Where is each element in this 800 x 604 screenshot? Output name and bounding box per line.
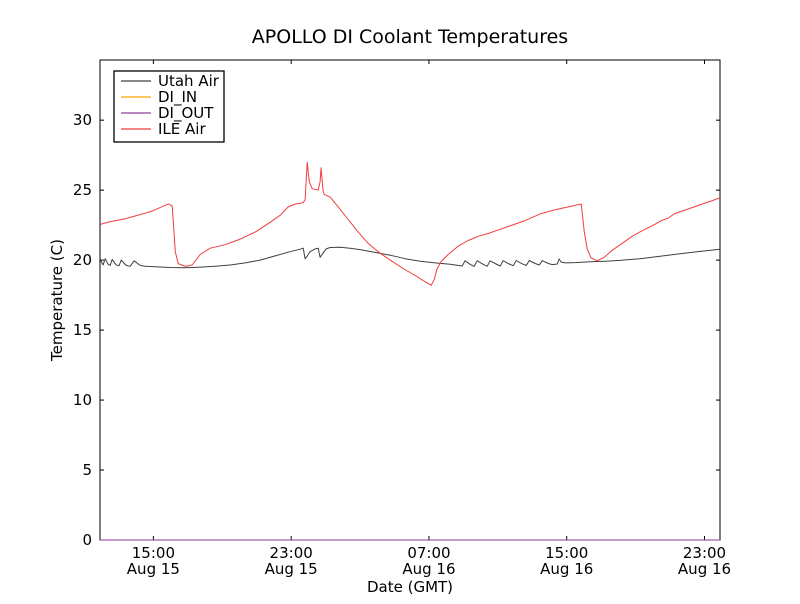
x-tick-label-time: 15:00	[132, 544, 175, 562]
x-tick-label-date: Aug 15	[127, 560, 180, 578]
legend-item-label: DI_OUT	[158, 104, 214, 123]
y-tick-label: 25	[73, 181, 92, 199]
legend-item: DI_IN	[121, 88, 197, 107]
x-tick-label-time: 23:00	[270, 544, 313, 562]
x-axis-label: Date (GMT)	[367, 578, 453, 596]
chart-title: APOLLO DI Coolant Temperatures	[252, 26, 568, 48]
y-tick-label: 15	[73, 321, 92, 339]
x-tick-label-time: 23:00	[683, 544, 726, 562]
x-tick-label-date: Aug 15	[265, 560, 318, 578]
y-tick-label: 30	[73, 111, 92, 129]
legend-item: DI_OUT	[121, 104, 214, 123]
y-tick-label: 0	[82, 531, 92, 549]
x-tick-label-time: 15:00	[545, 544, 588, 562]
series-line-utah-air	[99, 246, 721, 269]
x-tick-label-time: 07:00	[407, 544, 450, 562]
series-line-ile-air	[100, 161, 721, 286]
y-tick-label: 10	[73, 391, 92, 409]
legend-item: ILE Air	[121, 120, 206, 138]
x-tick-label-date: Aug 16	[540, 560, 593, 578]
legend-item: Utah Air	[121, 72, 220, 90]
series-layer	[99, 161, 721, 541]
x-tick-label-date: Aug 16	[678, 560, 731, 578]
x-tick-label-date: Aug 16	[402, 560, 455, 578]
legend-box	[113, 70, 225, 143]
legend-item-label: ILE Air	[158, 120, 206, 138]
legend-item-label: Utah Air	[158, 72, 220, 90]
y-tick-label: 20	[73, 251, 92, 269]
y-tick-label: 5	[82, 461, 92, 479]
y-axis-label: Temperature (C)	[48, 239, 66, 362]
legend-item-label: DI_IN	[158, 88, 197, 107]
